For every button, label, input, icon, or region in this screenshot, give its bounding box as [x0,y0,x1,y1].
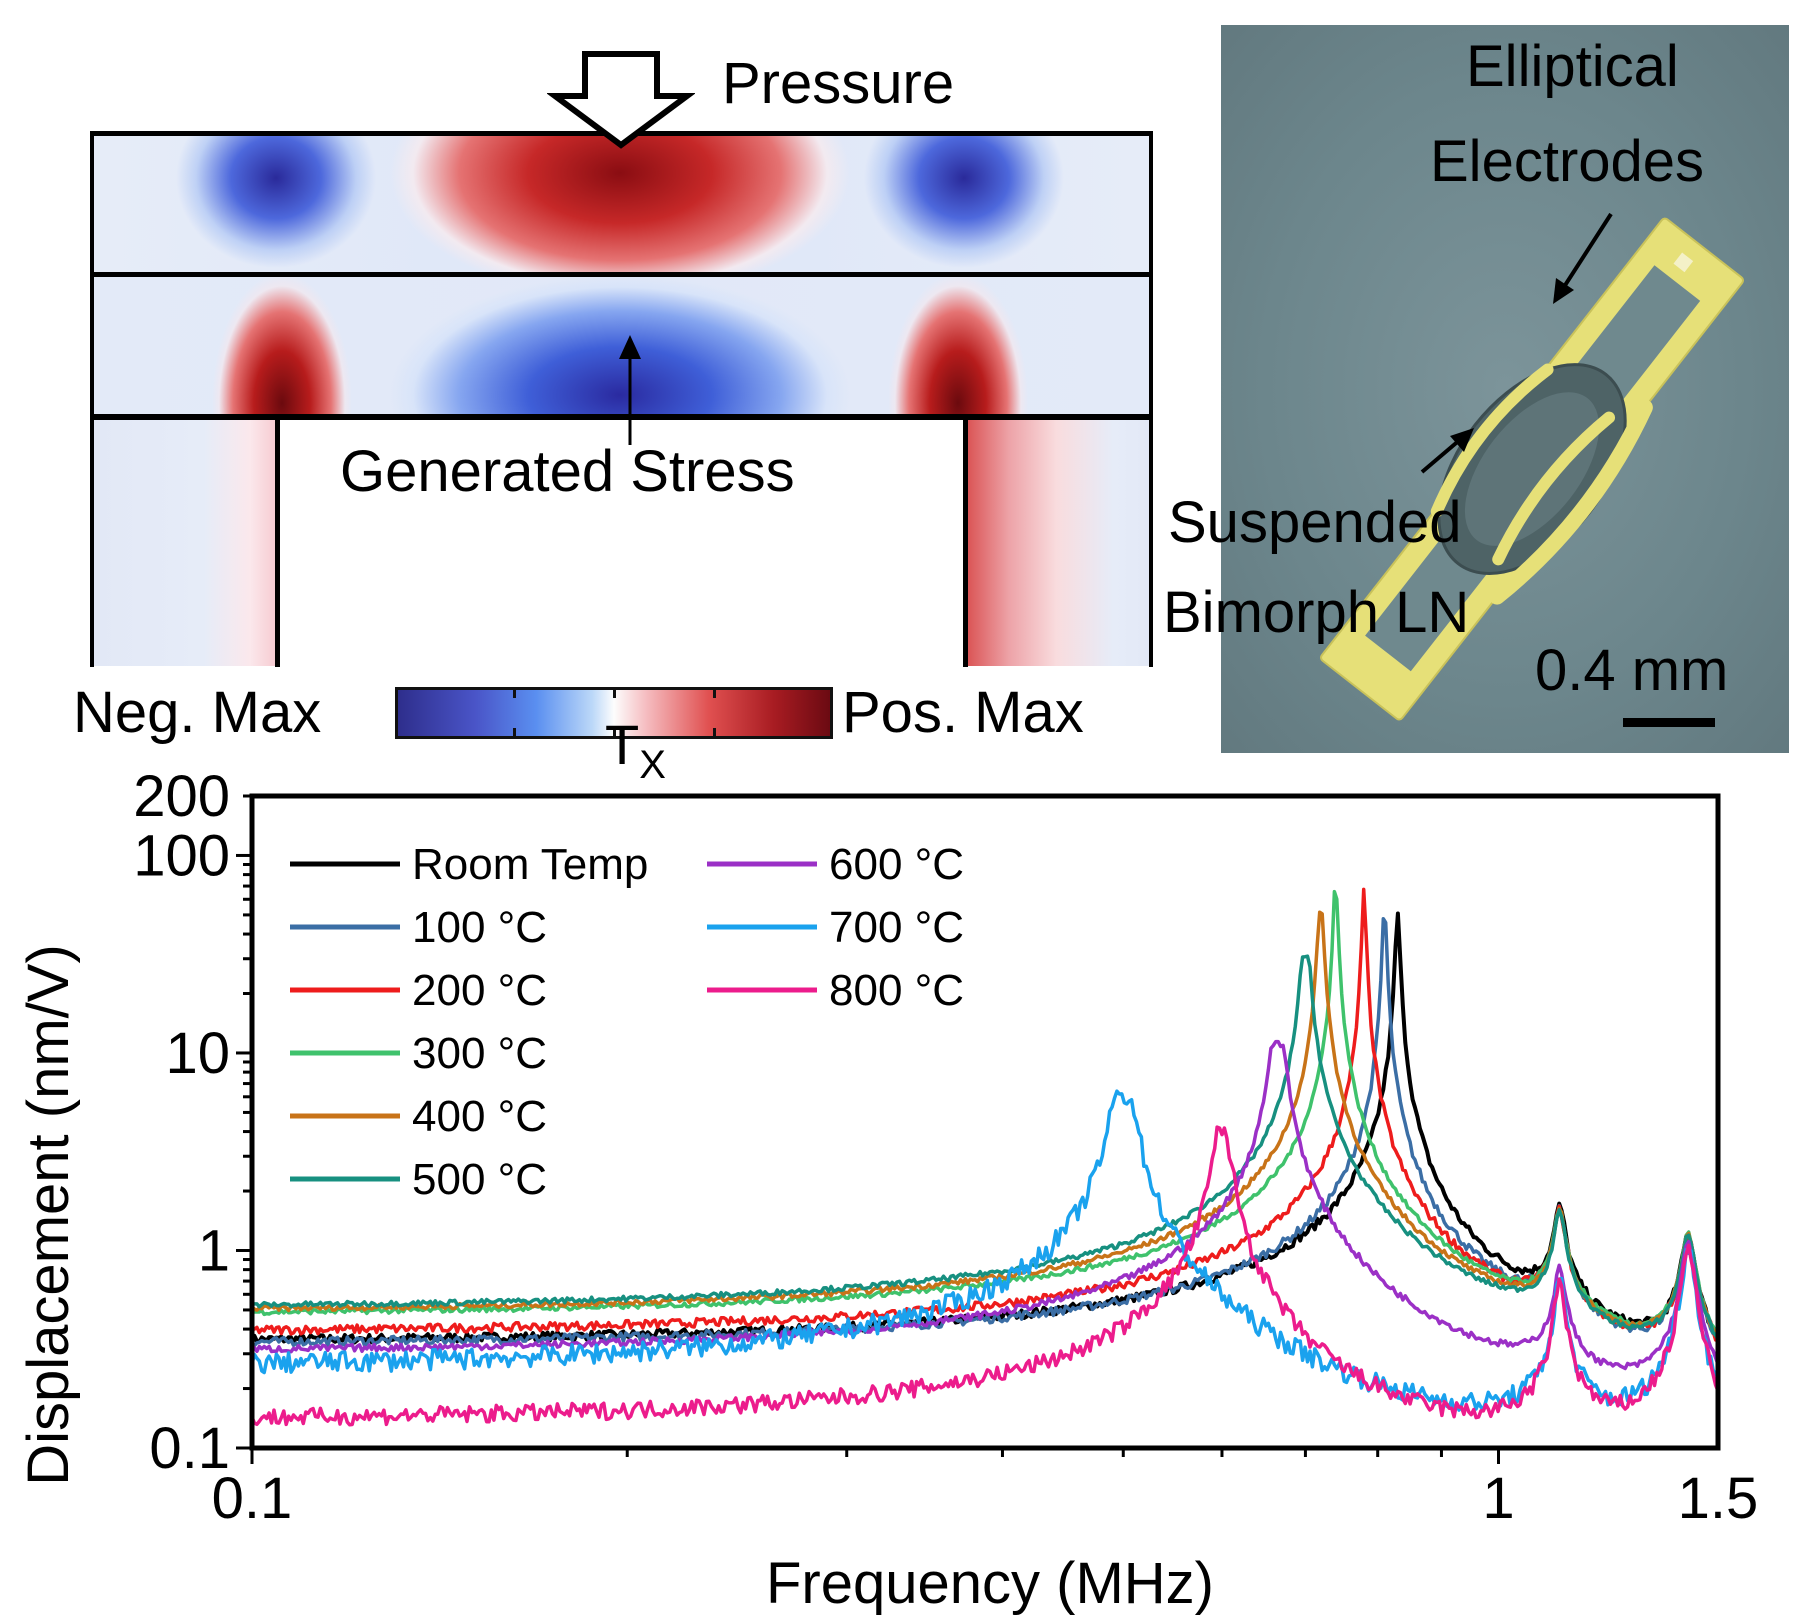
y-tick-label: 10 [165,1021,230,1086]
device-micrograph-drawing [1320,212,1744,727]
electrodes-label-line2: Electrodes [1430,129,1705,194]
series-line-4 [252,910,1718,1338]
y-tick-label: 0.1 [149,1416,230,1481]
generated-stress-label: Generated Stress [340,439,795,504]
y-axis-label: Displacement (nm/V) [16,944,81,1485]
x-ticks: 0.1 1 1.5 [212,1448,1759,1531]
sim-bottom-layer-border [90,414,1153,420]
stress-arrow-icon [619,335,641,445]
device-micrograph [1221,25,1789,753]
x-tick-label: 0.1 [212,1466,293,1531]
series-line-5 [252,954,1718,1341]
series-line-2 [252,887,1718,1342]
sim-right-border [1149,131,1153,667]
pressure-arrow-icon [547,51,695,149]
sim-left-border [90,131,94,667]
pressure-label: Pressure [722,51,955,116]
series-line-0 [252,911,1718,1345]
stress-colorbar [395,687,833,739]
series-line-1 [252,916,1718,1348]
bimorph-label-line1: Suspended [1168,490,1462,555]
legend-label-5: 500 °C [412,1155,547,1204]
legend-label-7: 700 °C [829,903,964,952]
stress-simulation-panel [92,133,1151,666]
chart-legend: Room Temp 100 °C 200 °C 300 °C 400 °C 500 °C 6… [290,840,964,1204]
sim-right-cavity-wall [963,414,968,667]
colorbar-variable-sub: X [639,743,666,787]
series-line-6 [252,1039,1718,1371]
colorbar-pos-label: Pos. Max [842,680,1084,745]
scale-bar-label: 0.4 mm [1535,638,1729,703]
legend-label-2: 200 °C [412,966,547,1015]
top-layer-stress-field [92,133,1151,275]
x-axis-label: Frequency (MHz) [766,1551,1214,1616]
legend-label-8: 800 °C [829,966,964,1015]
legend-label-0: Room Temp [412,840,648,889]
sim-cavity [280,420,963,667]
left-anchor-stress-field [92,418,278,666]
y-tick-label: 200 [133,770,230,829]
right-anchor-stress-field [962,418,1151,666]
y-tick-label: 100 [133,823,230,888]
legend-label-3: 300 °C [412,1029,547,1078]
displacement-chart: Displacement (nm/V) Frequency (MHz) 0.1 1… [16,770,1759,1616]
series-line-8 [252,1125,1718,1427]
x-tick-label: 1.5 [1678,1466,1759,1531]
colorbar-variable-main: T [605,713,640,776]
bottom-layer-stress-field [92,275,1151,418]
bimorph-label-line2: Bimorph LN [1163,580,1470,645]
plot-frame [249,793,1721,1451]
colorbar-variable-label: TX [605,717,666,786]
series-line-7 [252,1089,1718,1414]
legend-label-1: 100 °C [412,903,547,952]
x-tick-label: 1 [1482,1466,1514,1531]
electrodes-label-line1: Elliptical [1466,34,1679,99]
series-group [252,887,1718,1427]
y-tick-label: 1 [198,1218,230,1283]
sim-left-cavity-wall [275,414,280,667]
colorbar-neg-label: Neg. Max [73,680,322,745]
sim-layer-divider [90,272,1153,277]
legend-label-6: 600 °C [829,840,964,889]
legend-label-4: 400 °C [412,1092,547,1141]
